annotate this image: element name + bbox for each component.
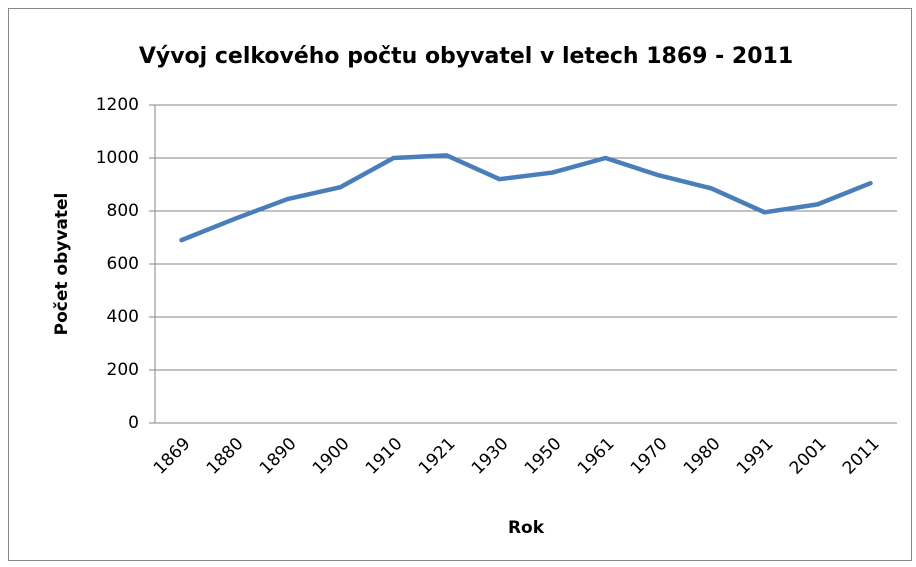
y-tick-label: 1000 [96, 148, 139, 168]
chart-title: Vývoj celkového počtu obyvatel v letech … [139, 44, 793, 69]
chart-border [8, 8, 912, 561]
x-axis-label: Rok [508, 518, 545, 538]
y-axis-label: Počet obyvatel [52, 193, 72, 336]
y-tick-label: 0 [128, 413, 139, 433]
data-line [179, 153, 873, 243]
y-tick-label: 800 [107, 201, 139, 221]
y-tick-label: 1200 [96, 95, 139, 115]
y-tick-label: 400 [107, 307, 139, 327]
y-tick-label: 200 [107, 360, 139, 380]
y-tick-label: 600 [107, 254, 139, 274]
